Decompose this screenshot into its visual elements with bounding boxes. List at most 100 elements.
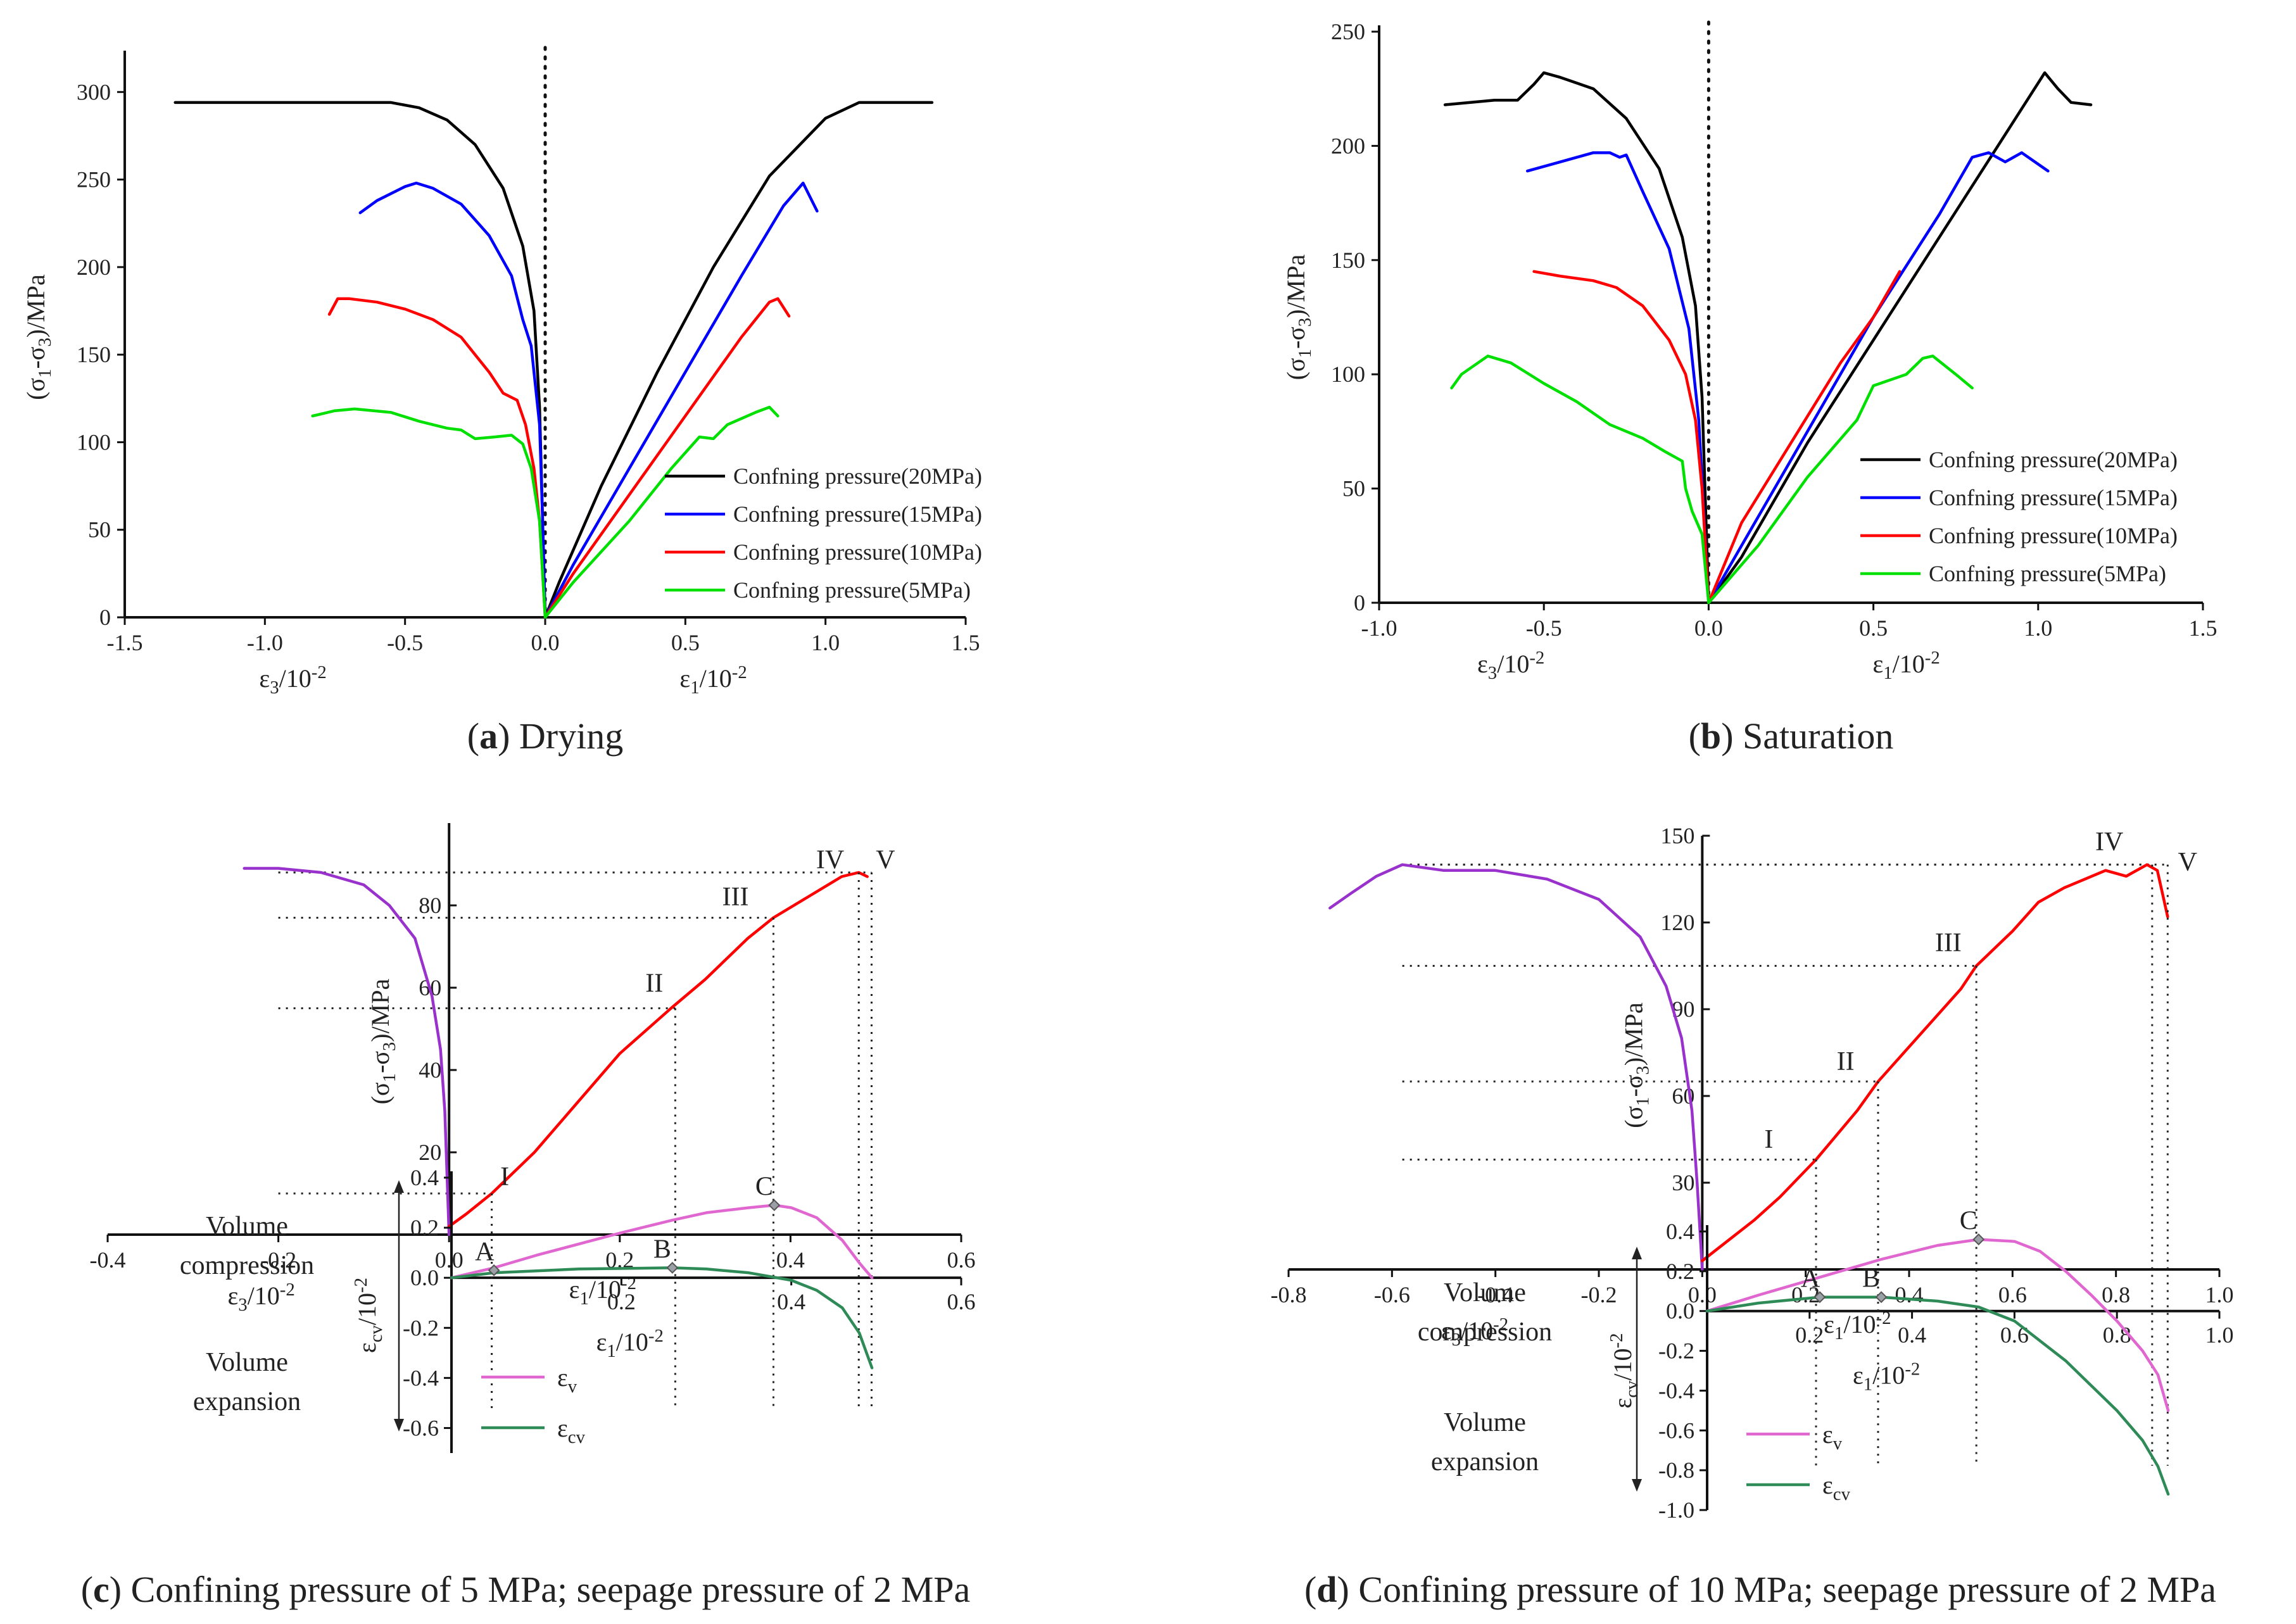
y-tick-label: 0 — [1354, 590, 1365, 615]
side-label-top-1: Volume — [1444, 1278, 1526, 1307]
legend-label: Confning pressure(20MPa) — [733, 463, 982, 489]
stage-label: III — [722, 883, 749, 912]
x-tick-label: 0.5 — [1859, 615, 1888, 641]
x-tick-label: -0.5 — [387, 630, 423, 655]
point-label: C — [755, 1173, 773, 1202]
y-tick-label: -0.4 — [1658, 1378, 1694, 1403]
y-tick-label: -1.0 — [1658, 1497, 1694, 1523]
series-line-2 — [1532, 270, 1902, 605]
stage-label: IV — [2095, 828, 2123, 857]
series-line-0 — [1443, 71, 2093, 605]
x-axis-label-left: ε3/10-2 — [227, 1280, 294, 1315]
y-tick-label: 0 — [99, 605, 111, 630]
side-label-top-2: compression — [1418, 1318, 1552, 1347]
x-tick-label: 0.0 — [531, 630, 560, 655]
y-tick-label: 0.0 — [1666, 1299, 1694, 1324]
volumetric-strain-curve — [1705, 1238, 2170, 1413]
x-tick-label: 0.6 — [1998, 1282, 2027, 1307]
y-tick-label: -0.2 — [1658, 1338, 1694, 1364]
y-tick-label: 200 — [77, 255, 111, 280]
x-tick-label: 0.8 — [2103, 1323, 2131, 1348]
x-tick-label: 1.5 — [2189, 615, 2217, 641]
y-tick-label: 0.2 — [1666, 1259, 1694, 1284]
x-axis-label-right: ε1/10-2 — [1872, 648, 1940, 683]
panel-caption: (b) Saturation — [1689, 715, 1894, 757]
axial-strain-curve — [1701, 863, 2169, 1262]
x-tick-label: 0.2 — [1795, 1323, 1824, 1348]
arrow-up-head — [394, 1180, 404, 1193]
point-marker — [666, 1261, 679, 1274]
side-label-bottom-1: Volume — [1444, 1408, 1526, 1437]
y-tick-label: 80 — [419, 893, 441, 918]
panel-caption: (a) Drying — [467, 715, 623, 757]
stage-label: II — [1837, 1047, 1855, 1076]
x-tick-label: -1.0 — [247, 630, 283, 655]
y-tick-label: 120 — [1660, 910, 1694, 935]
point-marker — [1972, 1233, 1985, 1245]
y-axis-label: (σ1-σ3)/MPa — [22, 274, 55, 400]
y-tick-label: 0.4 — [1666, 1219, 1694, 1244]
y-axis-label: (σ1-σ3)/MPa — [1282, 254, 1315, 380]
y-axis-label-upper: (σ1-σ3)/MPa — [366, 978, 400, 1104]
x-tick-label: -0.5 — [1526, 615, 1562, 641]
panel-caption: (d) Confining pressure of 10 MPa; seepag… — [1304, 1569, 2216, 1610]
panel-c: -0.4 -0.2 0.0 0.2 0.4 0.620406080(σ1-σ3)/MPaε… — [81, 823, 976, 1610]
x-tick-label: -0.6 — [1374, 1282, 1410, 1307]
x-tick-label: 0.6 — [947, 1289, 976, 1314]
y-tick-label: 150 — [77, 342, 111, 367]
y-tick-label: -0.6 — [403, 1415, 439, 1440]
x-axis-label-right: ε1/10-2 — [569, 1273, 636, 1309]
y-tick-label: 100 — [77, 429, 111, 455]
y-tick-label: -0.2 — [403, 1315, 439, 1340]
arrow-down-head — [1632, 1479, 1642, 1492]
x-tick-label: 0.4 — [1895, 1282, 1924, 1307]
x-tick-label: -0.4 — [90, 1247, 126, 1273]
y-axis-label-lower: εcv/10-2 — [351, 1278, 386, 1353]
x-tick-label: -0.2 — [260, 1247, 296, 1273]
point-label: C — [1960, 1207, 1977, 1236]
y-tick-label: 50 — [1342, 476, 1365, 501]
arrow-up-head — [1632, 1247, 1642, 1259]
axial-strain-curve — [447, 871, 869, 1228]
y-tick-label: 150 — [1660, 823, 1694, 848]
y-tick-label: 150 — [1331, 248, 1365, 273]
legend-label: Confning pressure(20MPa) — [1929, 447, 2178, 472]
point-label: A — [1801, 1264, 1820, 1294]
point-label: A — [475, 1237, 495, 1266]
stage-label: V — [2178, 848, 2197, 877]
series-line-3 — [311, 405, 779, 619]
x-axis-label-left: ε3/10-2 — [1477, 648, 1544, 683]
x-tick-label: 0.0 — [1688, 1282, 1717, 1307]
y-tick-label: 100 — [1331, 362, 1365, 387]
series-line-3 — [1450, 355, 1974, 605]
side-label-top-2: compression — [180, 1251, 314, 1280]
y-tick-label: 250 — [77, 167, 111, 192]
crack-volumetric-strain-curve — [450, 1266, 874, 1369]
x-tick-label: -0.4 — [1477, 1282, 1513, 1307]
y-tick-label: 0.4 — [410, 1165, 439, 1190]
y-axis-label-lower: εcv/10-2 — [1606, 1333, 1642, 1408]
legend-label: Confning pressure(15MPa) — [733, 501, 982, 527]
series-line-2 — [327, 297, 791, 619]
stage-label: IV — [816, 846, 844, 875]
y-tick-label: 200 — [1331, 133, 1365, 158]
stage-label: I — [500, 1162, 509, 1192]
side-label-bottom-2: expansion — [193, 1387, 301, 1416]
volumetric-strain-curve — [450, 1204, 874, 1280]
x-tick-label: 1.0 — [2205, 1323, 2234, 1348]
legend-label: Confning pressure(15MPa) — [1929, 485, 2178, 510]
x-tick-label: 0.6 — [947, 1247, 976, 1273]
y-tick-label: 50 — [88, 517, 111, 543]
panel-caption: (c) Confining pressure of 5 MPa; seepage… — [81, 1569, 971, 1610]
x-tick-label: 0.0 — [1694, 615, 1723, 641]
x-tick-label: -0.8 — [1271, 1282, 1307, 1307]
legend-label: εv — [1822, 1420, 1843, 1454]
stage-label: V — [876, 846, 895, 875]
y-tick-label: 30 — [1672, 1170, 1694, 1195]
x-tick-label: 0.4 — [777, 1289, 805, 1314]
legend-label: Confning pressure(10MPa) — [1929, 523, 2178, 548]
stage-label: I — [1764, 1125, 1773, 1154]
x-tick-label: 0.6 — [2000, 1323, 2029, 1348]
point-label: B — [1862, 1264, 1880, 1294]
